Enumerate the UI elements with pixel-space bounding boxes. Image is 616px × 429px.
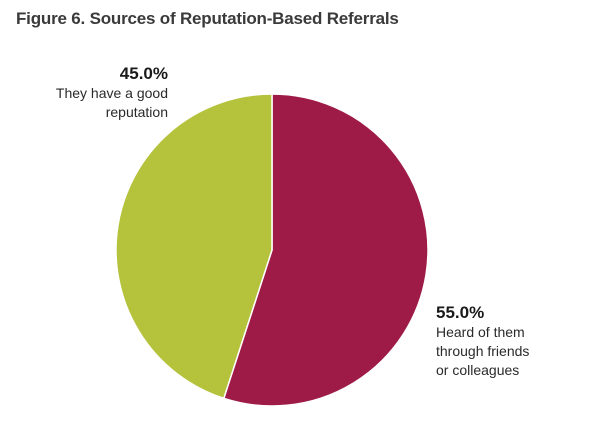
slice-text-reputation-line-2: reputation xyxy=(105,104,168,120)
pie-slice-reputation xyxy=(115,93,273,400)
slice-value-friends: 55.0% xyxy=(436,303,485,322)
pie-slice-friends xyxy=(222,93,429,407)
slice-text-friends-line-2: through friends xyxy=(436,343,530,359)
chart-title: Figure 6. Sources of Reputation-Based Re… xyxy=(16,9,399,28)
slice-label-reputation: 45.0% They have a good reputation xyxy=(0,64,168,122)
slice-value-reputation: 45.0% xyxy=(119,64,168,83)
slice-label-friends: 55.0% Heard of them through friends or c… xyxy=(436,303,606,380)
slice-text-friends-line-1: Heard of them xyxy=(436,324,525,340)
slice-text-reputation-line-1: They have a good xyxy=(55,85,168,101)
slice-text-friends-line-3: or colleagues xyxy=(436,362,520,378)
